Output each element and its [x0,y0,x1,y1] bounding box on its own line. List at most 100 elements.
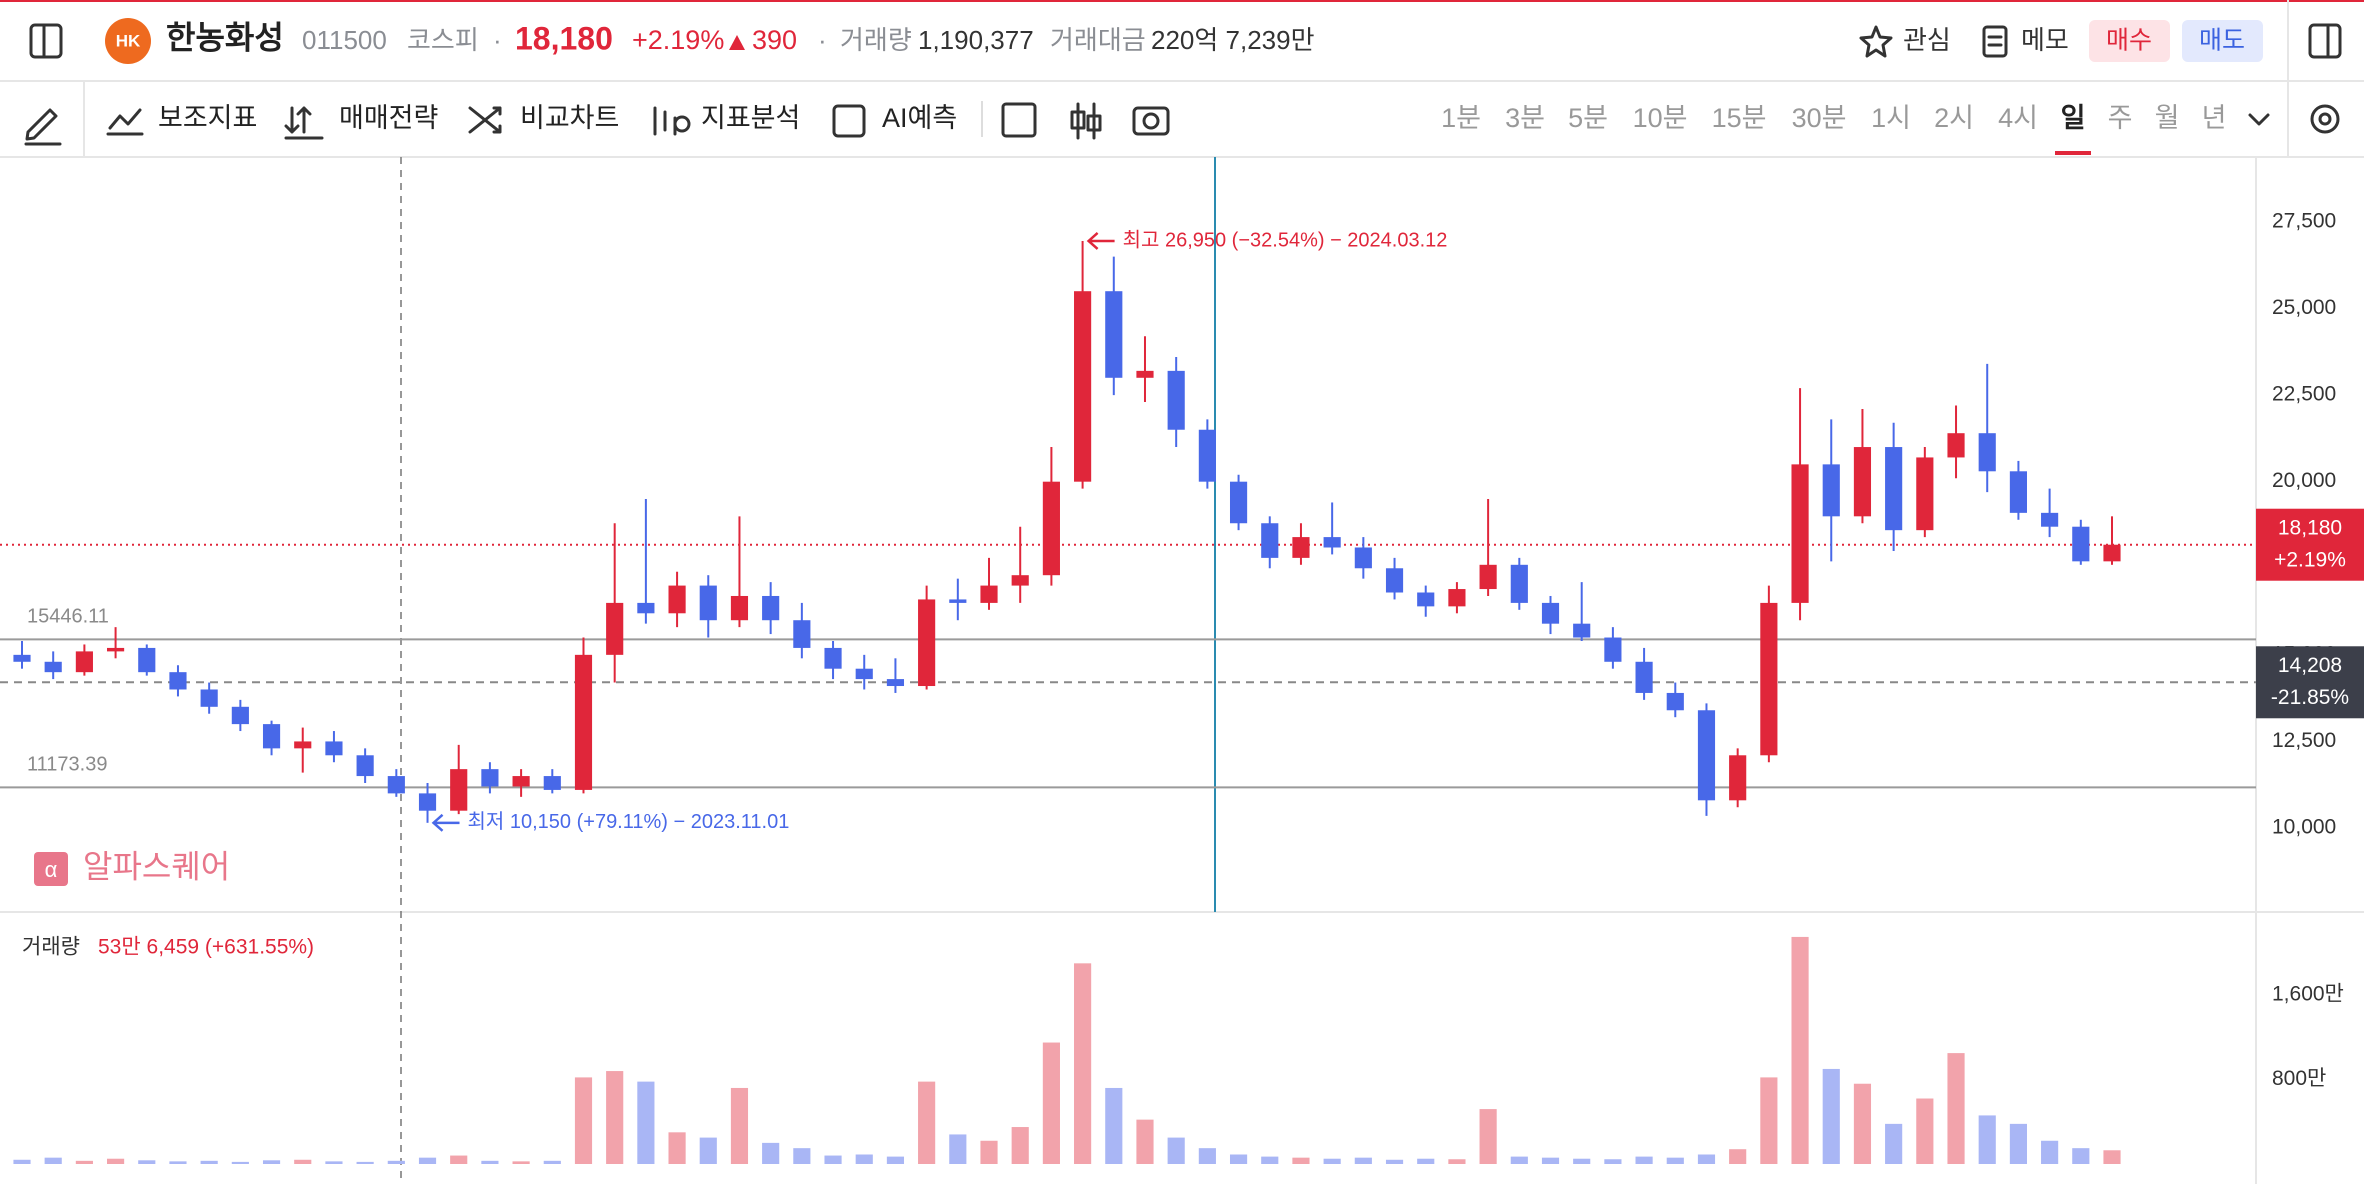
tool-label[interactable]: 매매전략 [339,103,438,133]
volume-bar [1822,1068,1840,1164]
candle-body [2103,544,2121,562]
sidebar-toggle[interactable] [29,23,63,59]
y-tick-label: 22,500 [2272,383,2336,406]
sell-button[interactable] [2182,20,2263,62]
timeframe[interactable]: 10분 [1633,103,1688,133]
timeframe[interactable]: 15분 [1712,103,1767,133]
candle-body [1760,602,1778,756]
memo[interactable]: 메모 [2021,25,2069,55]
candle-body [762,595,780,621]
volume-bar [606,1071,624,1164]
timeframe[interactable]: 1분 [1441,103,1481,133]
volume-bar [1385,1159,1404,1164]
change-abs: 390 [752,25,797,55]
draw-icon[interactable] [24,108,62,146]
volume-bar [450,1155,468,1164]
candle-body [1853,447,1872,517]
candle-body [1541,602,1560,624]
volume-bar [1510,1156,1528,1164]
candle-body [1105,291,1123,378]
settings-icon[interactable] [2310,104,2340,134]
timeframe-more[interactable] [2248,113,2270,126]
stock-code: 011500 [302,25,387,55]
timeframe[interactable]: 4시 [1998,103,2038,133]
current-box [2256,508,2364,581]
y-tick-label: 25,000 [2272,296,2336,319]
watermark: α 알파스퀘어 [34,848,230,886]
volume-bar [1666,1157,1684,1164]
y-tick-label: 20,000 [2272,469,2336,492]
candle-body [1666,692,1684,711]
watermark-text: 알파스퀘어 [83,848,230,884]
volume-bar [1978,1115,1996,1164]
reference-box [2256,646,2364,719]
candle-body [262,724,281,749]
candle-body [1604,637,1622,662]
candle-body [793,620,811,648]
timeframe[interactable]: 주 [2108,103,2133,133]
memo-icon[interactable] [1982,25,2008,58]
volume-bar [1198,1148,1216,1164]
logo-text: HK [116,31,141,50]
timeframe[interactable]: 년 [2202,103,2227,133]
legend-label: 거래량 [22,936,80,959]
candle-tool[interactable] [1076,102,1096,140]
volume-bar [668,1132,686,1164]
reference-change: -21.85% [2271,686,2349,709]
y-tick-label: 800만 [2272,1067,2326,1090]
candle-body [356,755,374,777]
screenshot-tool[interactable] [1132,106,1170,136]
tool-label[interactable]: 비교차트 [520,103,619,133]
candle-body [107,647,125,652]
panel-toggle[interactable] [2308,23,2342,59]
star-icon[interactable] [1859,25,1893,58]
shape-tool[interactable] [1001,102,1037,138]
legend-value: 53만 6,459 (+631.55%) [98,936,314,959]
watch[interactable]: 관심 [1903,25,1951,55]
candle-body [1074,291,1092,482]
sell-label[interactable]: 매도 [2199,27,2245,55]
market: 코스피 [407,25,479,55]
volume-bar [918,1081,936,1164]
volume-bar [356,1161,374,1164]
strategy-icon [284,106,324,140]
volume-bar [169,1161,187,1164]
volume: 1,190,377 [918,25,1034,55]
volume-label: 거래량 [840,25,912,55]
indicator-icon [106,108,144,136]
candle-body [325,741,343,756]
volume-bar [1729,1149,1747,1164]
tool-label[interactable]: 지표분석 [701,103,800,133]
volume-bar [1261,1156,1279,1164]
volume-bar [949,1134,967,1164]
candle-body [2009,471,2027,513]
volume-bar [1417,1158,1435,1164]
timeframe[interactable]: 일 [2061,103,2086,133]
level-label: 11173.39 [27,754,107,776]
volume-bar [44,1157,62,1164]
timeframe[interactable]: 1시 [1871,103,1911,133]
candle-body [2041,512,2059,527]
tool-label[interactable]: 보조지표 [158,103,257,133]
candle-body [75,651,93,673]
timeframe[interactable]: 2시 [1934,103,1974,133]
buy-label[interactable]: 매수 [2106,27,2152,55]
candle-body [1573,623,1591,638]
timeframe[interactable]: 30분 [1792,103,1847,133]
volume-bar [231,1161,249,1164]
timeframe[interactable]: 3분 [1505,103,1545,133]
buy-button[interactable] [2089,20,2170,62]
candle-body [1323,537,1341,548]
candle-body [2072,526,2090,562]
candle-body [1229,481,1248,524]
volume-bar [1167,1137,1185,1164]
y-tick-label: 27,500 [2272,209,2336,232]
tool-label[interactable]: AI예측 [882,103,957,133]
timeframe[interactable]: 월 [2155,103,2180,133]
current-change: +2.19% [2274,548,2346,571]
candle-body [1697,710,1716,801]
candle-body [824,647,842,669]
volume-bar [730,1087,749,1164]
timeframe[interactable]: 5분 [1568,103,1608,133]
